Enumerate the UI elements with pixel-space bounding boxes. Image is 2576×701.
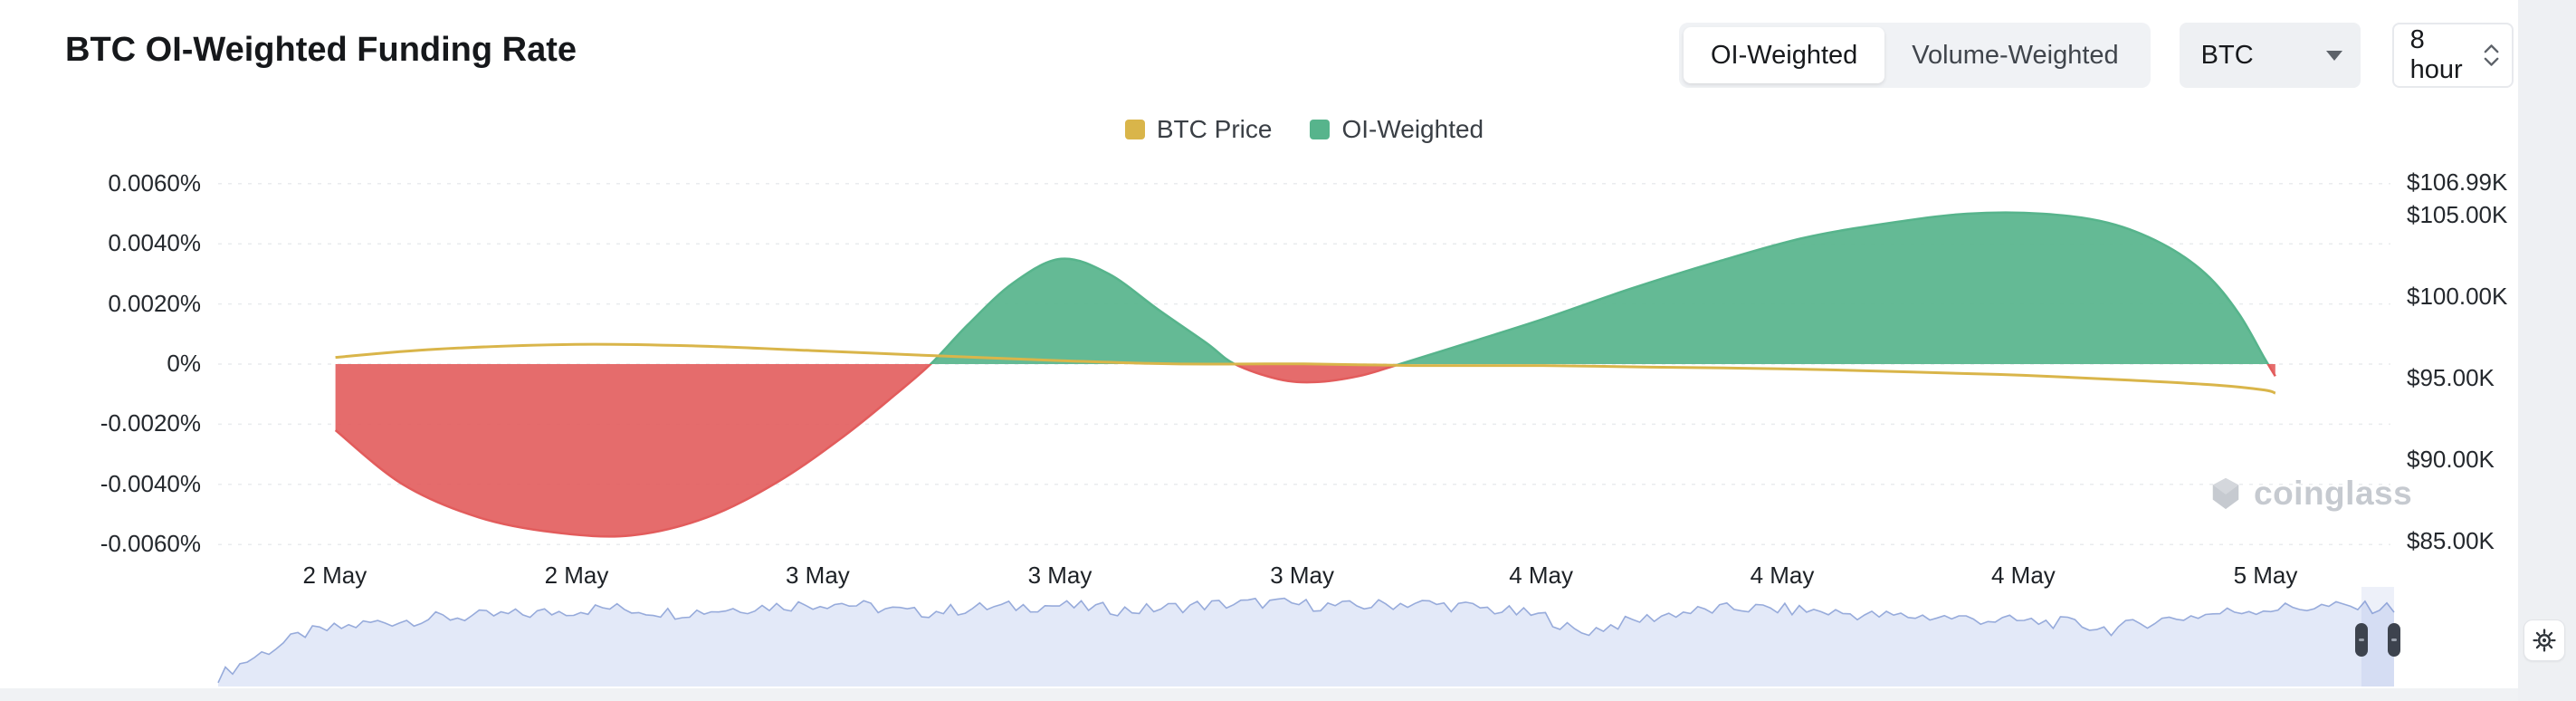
navigator-handle-left[interactable]	[2354, 623, 2368, 657]
legend-item-oi-weighted[interactable]: OI-Weighted	[1310, 115, 1484, 144]
y-axis-label-left: -0.0020%	[100, 409, 201, 437]
tab-oi-weighted[interactable]: OI-Weighted	[1684, 27, 1885, 83]
header-controls: OI-Weighted Volume-Weighted BTC 8 hour	[1679, 23, 2514, 88]
y-axis-label-right: $95.00K	[2407, 364, 2495, 391]
legend-label-oi-weighted: OI-Weighted	[1341, 115, 1484, 143]
x-axis-label: 5 May	[2233, 562, 2298, 589]
watermark-text: coinglass	[2254, 475, 2413, 512]
x-axis-label: 2 May	[302, 562, 367, 589]
x-axis-label: 4 May	[1990, 562, 2056, 589]
interval-select-value: 8 hour	[2409, 25, 2463, 84]
y-axis-label-right: $85.00K	[2407, 527, 2495, 554]
y-axis-label-right: $105.00K	[2407, 201, 2508, 228]
chevron-down-icon	[2325, 50, 2342, 61]
y-axis-label-left: 0.0020%	[108, 289, 201, 317]
mode-toggle: OI-Weighted Volume-Weighted	[1679, 23, 2151, 88]
gear-icon	[2533, 629, 2556, 652]
y-axis-label-right: $106.99K	[2407, 168, 2508, 197]
y-axis-label-left: -0.0040%	[100, 469, 201, 497]
x-axis-label: 3 May	[785, 562, 850, 589]
symbol-select-value: BTC	[2200, 40, 2254, 70]
handle-grip	[2358, 639, 2364, 641]
up-down-arrows-icon	[2484, 44, 2499, 66]
symbol-select[interactable]: BTC	[2179, 23, 2361, 88]
interval-select[interactable]: 8 hour	[2391, 23, 2514, 88]
legend-swatch-btc-price	[1124, 120, 1145, 139]
legend-swatch-oi-weighted	[1310, 120, 1331, 139]
y-axis-label-left: -0.0060%	[100, 530, 201, 558]
x-axis-label: 2 May	[544, 562, 609, 589]
tab-volume-weighted[interactable]: Volume-Weighted	[1884, 27, 2145, 83]
chart-legend: BTC Price OI-Weighted	[218, 115, 2390, 144]
settings-button[interactable]	[2524, 619, 2565, 661]
x-axis-label: 3 May	[1270, 562, 1334, 589]
right-side-gutter	[2518, 0, 2576, 701]
page-title: BTC OI-Weighted Funding Rate	[65, 31, 577, 69]
y-axis-label-right: $100.00K	[2407, 283, 2508, 310]
navigator-handle-right[interactable]	[2388, 623, 2400, 657]
handle-grip	[2391, 639, 2397, 641]
coinglass-logo-icon	[2212, 477, 2239, 510]
y-axis-label-left: 0.0040%	[108, 229, 201, 257]
y-axis-label-left: 0%	[167, 350, 201, 377]
y-axis-label-left: 0.0060%	[108, 168, 201, 197]
y-axis-label-right: $90.00K	[2407, 446, 2495, 473]
x-axis-label: 4 May	[1750, 562, 1815, 589]
coinglass-watermark: coinglass	[2209, 475, 2412, 513]
legend-item-btc-price[interactable]: BTC Price	[1124, 115, 1273, 144]
x-axis-label: 4 May	[1509, 562, 1573, 589]
x-axis-label: 3 May	[1027, 562, 1092, 589]
legend-label-btc-price: BTC Price	[1156, 115, 1273, 143]
